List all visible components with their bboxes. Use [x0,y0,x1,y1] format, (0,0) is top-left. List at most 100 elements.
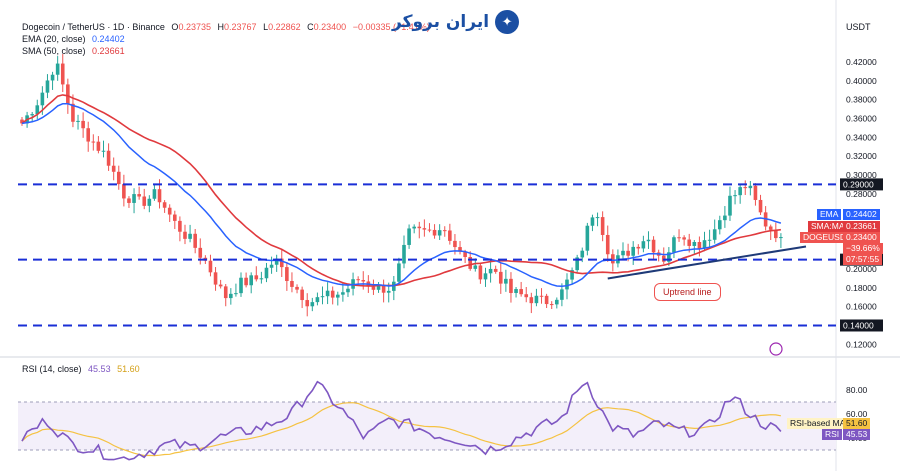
candle-body [768,226,773,230]
candle-body [575,257,579,271]
candle-body [244,277,248,286]
candle-body [498,271,503,284]
candle-body [279,258,284,268]
candle-body [213,272,218,285]
level-tag [840,319,883,332]
level-tag-label: 0.14000 [843,320,874,330]
candle-body [310,302,315,307]
candle-body [779,237,783,239]
candle-body [493,268,498,272]
candle-body [478,265,483,280]
candle-body [437,230,442,236]
candle-body [626,250,630,256]
price-unit: USDT [846,22,871,32]
candle-body [417,226,422,229]
candle-body [356,279,360,281]
candle-body [249,275,253,286]
countdown-badge: 07:57:55 [843,254,883,265]
rsi-ma-legend-value: 51.60 [117,364,140,374]
ema-line [21,103,782,288]
candle-body [162,202,167,208]
uptrend-line [607,245,807,280]
iran-broker-logo: ایران بروکر ✦ [392,10,520,34]
sma-value-badge: 0.23661 [843,221,880,232]
handshake-icon: ✦ [495,10,520,34]
candle-body [519,289,523,295]
candle-body [315,297,320,303]
candle-body [86,128,91,142]
uptrend-annotation[interactable]: Uptrend line [654,283,721,301]
candle-body [188,233,192,239]
candle-body [397,263,401,282]
symbol-change-badge: −39.66% [843,243,883,254]
candle-body [565,279,569,290]
open-value: 0.23735 [178,22,211,32]
candle-body [672,237,676,253]
candle-body [570,270,574,280]
candle-body [687,239,692,246]
candle-body [285,267,289,282]
candle-body [147,198,152,206]
candle-body [20,119,24,124]
candle-body [560,289,564,300]
candle-body [101,150,106,152]
ema-legend-value: 0.24402 [92,34,125,44]
candle-body [605,234,610,255]
sma-legend-label: SMA (50, close) [22,46,86,56]
candle-body [239,277,243,294]
candle-body [468,256,473,269]
candle-body [330,290,335,298]
price-tick-label: 0.20000 [846,264,877,274]
candle-body [422,228,427,230]
rsi-tick-label: 60.00 [846,409,868,419]
candle-body [137,194,141,197]
candle-body [55,63,60,75]
candle-body [738,187,742,196]
rsi-line [21,380,782,461]
price-tick-label: 0.42000 [846,57,877,67]
sma-legend: SMA (50, close) 0.23661 [22,46,125,56]
price-tick-label: 0.38000 [846,95,877,105]
ema-name-badge: EMA [817,209,842,220]
candle-body [111,165,116,172]
candle-body [580,250,585,258]
events-icon [769,342,783,356]
candle-body [60,63,65,85]
price-tick-label: 0.18000 [846,283,877,293]
candle-body [183,231,187,239]
candle-body [66,84,70,104]
sma-line [21,94,781,287]
candle-body [600,217,605,235]
candle-body [524,294,529,298]
open-label: O [171,22,179,32]
candle-body [407,228,411,245]
candle-body [335,294,340,298]
change-value: −0.00335 (−1.41%) [352,22,430,32]
candle-body [167,207,172,215]
candle-body [305,300,310,307]
candle-body [631,246,635,256]
high-value: 0.23767 [224,22,257,32]
price-tick-label: 0.36000 [846,114,877,124]
price-tick-label: 0.16000 [846,302,877,312]
candle-body [35,105,40,115]
candle-body [386,290,391,293]
candle-body [198,247,203,258]
price-tick-label: 0.30000 [846,170,877,180]
candle-body [677,237,681,239]
candle-body [488,268,493,274]
candle-body [269,264,274,268]
candle-body [127,198,131,203]
candle-body [173,214,177,221]
rsi-value-badge: 45.53 [843,429,871,440]
candle-body [341,292,345,295]
candle-body [76,120,80,122]
candle-body [712,229,717,240]
candle-body [697,242,702,249]
candle-body [702,240,707,249]
candle-body [371,286,376,290]
candle-body [223,286,228,299]
candle-body [611,254,615,264]
candle-body [132,194,136,203]
